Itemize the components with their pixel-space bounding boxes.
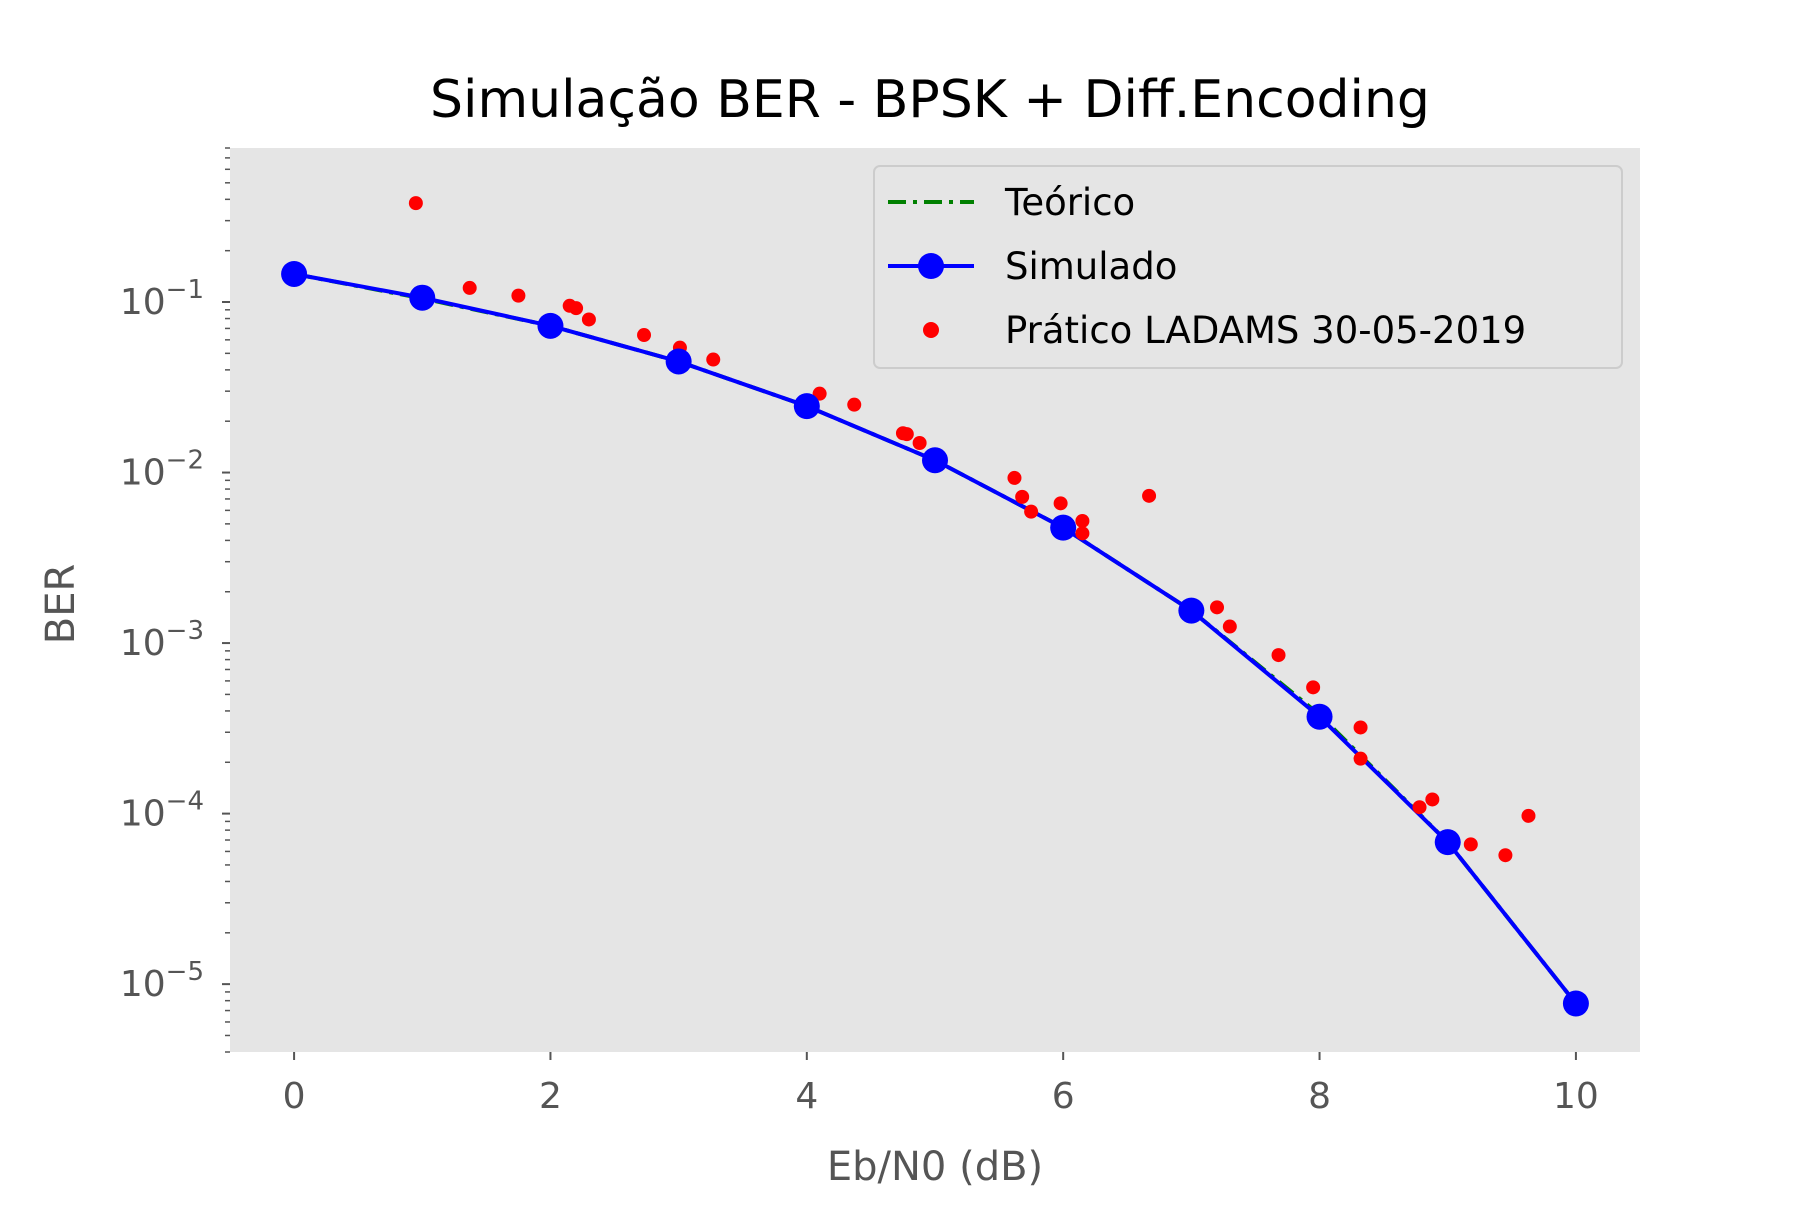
- y-tick-label: 10−3: [120, 616, 204, 664]
- pratico-point: [511, 288, 526, 303]
- simulado-point: [1434, 829, 1461, 856]
- pratico-point: [581, 312, 596, 327]
- legend: Teórico Simulado Prático LADAMS 30-05-20…: [873, 165, 1623, 369]
- pratico-point: [1353, 720, 1368, 735]
- simulado-point: [1178, 597, 1205, 624]
- simulado-point: [665, 348, 692, 375]
- y-tick-exponent: −2: [166, 446, 204, 476]
- x-tick-label: 4: [795, 1076, 818, 1117]
- pratico-point: [1024, 504, 1039, 519]
- pratico-point: [1075, 526, 1090, 541]
- legend-label-simulado: Simulado: [1005, 245, 1177, 288]
- pratico-point: [1007, 470, 1022, 485]
- pratico-point: [637, 328, 652, 343]
- y-tick-base: 10: [120, 964, 166, 1005]
- y-tick-base: 10: [120, 794, 166, 835]
- simulado-point: [793, 393, 820, 420]
- simulado-point: [409, 284, 436, 311]
- legend-label-teorico: Teórico: [1004, 181, 1135, 224]
- y-tick-exponent: −3: [166, 616, 204, 646]
- y-tick-exponent: −4: [166, 787, 204, 817]
- pratico-point: [847, 397, 862, 412]
- pratico-point: [1521, 808, 1536, 823]
- pratico-point: [569, 301, 584, 316]
- legend-label-pratico: Prático LADAMS 30-05-2019: [1005, 309, 1526, 352]
- y-tick-label: 10−5: [120, 957, 204, 1005]
- pratico-point: [1075, 513, 1090, 528]
- pratico-point: [1210, 600, 1224, 615]
- legend-swatch-simulado-marker: [918, 253, 944, 279]
- x-tick-label: 8: [1308, 1076, 1331, 1117]
- pratico-point: [1463, 837, 1478, 852]
- y-tick-base: 10: [120, 623, 166, 664]
- pratico-point: [1271, 648, 1286, 663]
- simulado-point: [281, 260, 308, 287]
- pratico-point: [1053, 496, 1068, 511]
- y-axis: 10−110−210−310−410−5: [120, 275, 230, 1005]
- y-tick-label: 10−2: [120, 446, 204, 494]
- y-tick-label: 10−4: [120, 787, 204, 835]
- pratico-point: [1142, 488, 1157, 503]
- pratico-point: [1353, 751, 1368, 766]
- x-axis-label: Eb/N0 (dB): [827, 1144, 1043, 1190]
- y-tick-exponent: −1: [166, 275, 204, 305]
- pratico-point: [1015, 489, 1030, 504]
- pratico-point: [912, 436, 927, 451]
- pratico-point: [1425, 792, 1440, 807]
- y-axis-label: BER: [38, 564, 84, 645]
- legend-box: [873, 165, 1623, 369]
- x-tick-label: 0: [283, 1076, 306, 1117]
- pratico-point: [1498, 848, 1513, 863]
- y-tick-label: 10−1: [120, 275, 204, 323]
- pratico-point: [706, 352, 721, 367]
- y-tick-exponent: −5: [166, 957, 204, 987]
- series-layer: [281, 196, 1589, 1017]
- pratico-point: [408, 196, 423, 211]
- y-tick-base: 10: [120, 453, 166, 494]
- pratico-point: [1306, 680, 1321, 695]
- x-tick-label: 2: [539, 1076, 562, 1117]
- simulado-point: [1562, 990, 1589, 1017]
- legend-swatch-pratico: [923, 322, 939, 338]
- y-tick-base: 10: [120, 282, 166, 323]
- simulado-point: [537, 312, 564, 339]
- simulado-point: [1306, 703, 1333, 730]
- simulado-point: [1050, 514, 1077, 541]
- x-tick-label: 10: [1553, 1076, 1599, 1117]
- simulado-point: [922, 447, 948, 474]
- pratico-point: [899, 427, 914, 442]
- x-axis: 0 2 4 6 8 10: [283, 1052, 1599, 1117]
- y-minor-ticks: [225, 147, 230, 1053]
- x-tick-label: 6: [1052, 1076, 1075, 1117]
- chart-title: Simulação BER - BPSK + Diff.Encoding: [430, 70, 1430, 130]
- pratico-point: [1222, 619, 1237, 634]
- pratico-point: [462, 280, 477, 295]
- pratico-point: [1412, 800, 1427, 815]
